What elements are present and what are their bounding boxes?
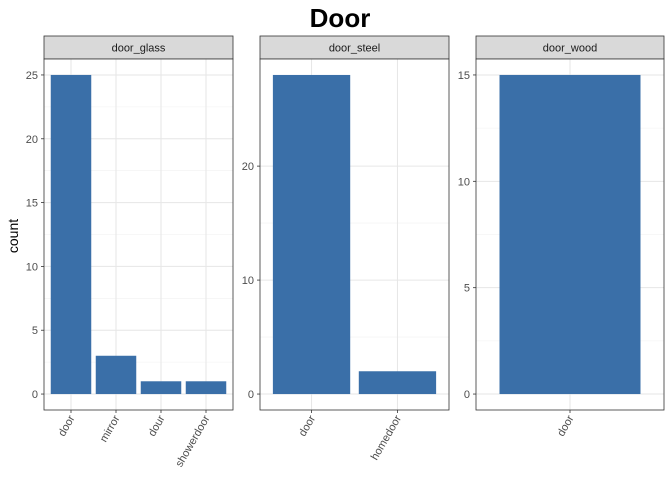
panel-border — [43, 58, 234, 411]
x-tick-label: showerdoor — [173, 413, 212, 469]
bar-dour — [140, 381, 182, 395]
y-tick-label: 10 — [26, 261, 38, 273]
bar-showerdoor — [185, 381, 227, 395]
y-tick-label: 20 — [26, 134, 38, 146]
y-tick-label: 0 — [32, 389, 38, 401]
bar-homedoor — [358, 371, 437, 395]
facet-panel-door_glass: door_glass 0 5 10 15 20 25 door mirror dour shower… — [26, 35, 234, 469]
y-tick-label: 25 — [26, 70, 38, 82]
facet-strip-label: door_wood — [543, 43, 597, 55]
y-axis-title: count — [5, 219, 21, 253]
x-tick-label: mirror — [98, 413, 123, 444]
facet-panel-door_steel: door_steel 0 10 20 door homedoor — [242, 35, 450, 462]
bar-door — [50, 74, 92, 395]
y-tick-label: 5 — [32, 325, 38, 337]
facet-panel-door_wood: door_wood 0 5 10 15 door — [458, 35, 665, 439]
y-tick-label: 0 — [464, 389, 470, 401]
bar-door — [499, 74, 641, 395]
chart-title: Door — [310, 3, 371, 33]
x-tick-label: door — [297, 413, 319, 438]
x-tick-label: door — [555, 413, 577, 438]
bar-mirror — [95, 355, 137, 395]
y-tick-label: 10 — [242, 275, 254, 287]
y-tick-label: 20 — [242, 161, 254, 173]
x-tick-label: door — [56, 413, 78, 438]
x-tick-label: dour — [146, 413, 168, 438]
bar-door — [272, 74, 351, 395]
y-tick-label: 10 — [458, 176, 470, 188]
y-tick-label: 15 — [26, 198, 38, 210]
panel-border — [259, 58, 450, 411]
y-tick-label: 5 — [464, 283, 470, 295]
facet-strip-label: door_glass — [112, 43, 166, 55]
y-tick-label: 15 — [458, 70, 470, 82]
x-tick-label: homedoor — [369, 413, 404, 462]
y-tick-label: 0 — [248, 389, 254, 401]
facet-panels: door_glass 0 5 10 15 20 25 door mirror dour shower… — [26, 35, 665, 469]
facet-strip-label: door_steel — [329, 43, 380, 55]
